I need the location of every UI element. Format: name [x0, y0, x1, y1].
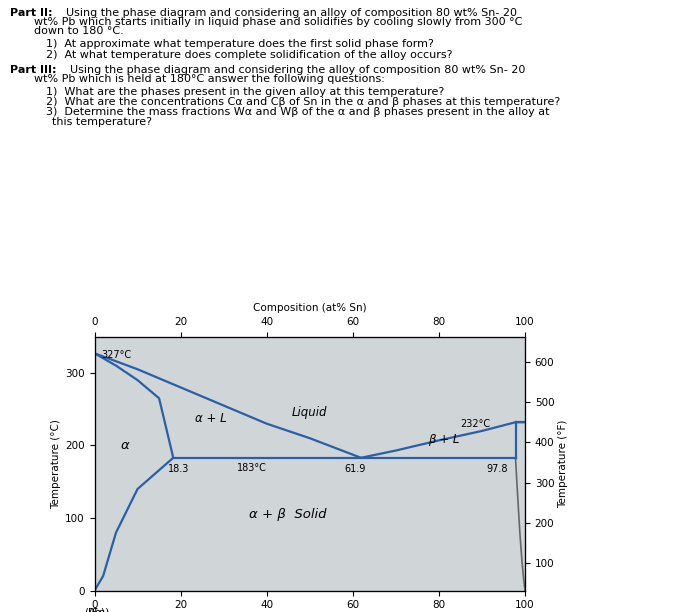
Text: Using the phase diagram and considering an alloy of composition 80 wt% Sn- 20: Using the phase diagram and considering …: [66, 8, 517, 18]
Text: wt% Pb which is held at 180°C answer the following questions:: wt% Pb which is held at 180°C answer the…: [34, 73, 384, 84]
Text: Part III:: Part III:: [10, 64, 57, 75]
X-axis label: Composition (at% Sn): Composition (at% Sn): [253, 304, 367, 313]
Y-axis label: Temperature (°C): Temperature (°C): [51, 419, 61, 509]
Text: 232°C: 232°C: [461, 419, 491, 428]
Y-axis label: Temperature (°F): Temperature (°F): [559, 419, 568, 508]
Text: (Pb): (Pb): [84, 608, 105, 612]
Text: Using the phase diagram and considering the alloy of composition 80 wt% Sn- 20: Using the phase diagram and considering …: [70, 64, 526, 75]
Text: Part II:: Part II:: [10, 8, 53, 18]
Text: 61.9: 61.9: [344, 465, 365, 474]
Text: 97.8: 97.8: [486, 465, 507, 474]
Text: 1)  At approximate what temperature does the first solid phase form?: 1) At approximate what temperature does …: [46, 39, 433, 49]
Text: β + L: β + L: [428, 433, 459, 446]
Text: wt% Pb which starts initially in liquid phase and solidifies by cooling slowly f: wt% Pb which starts initially in liquid …: [34, 17, 522, 27]
Text: 2)  At what temperature does complete solidification of the alloy occurs?: 2) At what temperature does complete sol…: [46, 50, 452, 59]
Text: 3)  Determine the mass fractions Wα and Wβ of the α and β phases present in the : 3) Determine the mass fractions Wα and W…: [46, 108, 549, 118]
Text: 327°C: 327°C: [101, 349, 131, 360]
Text: 183°C: 183°C: [237, 463, 267, 473]
Text: 18.3: 18.3: [168, 465, 189, 474]
Text: 1)  What are the phases present in the given alloy at this temperature?: 1) What are the phases present in the gi…: [46, 86, 444, 97]
Text: α: α: [120, 439, 129, 452]
Text: down to 180 °C.: down to 180 °C.: [34, 26, 123, 36]
Text: α + β  Solid: α + β Solid: [249, 508, 327, 521]
Text: (Sn): (Sn): [88, 608, 109, 612]
Text: 2)  What are the concentrations Cα and Cβ of Sn in the α and β phases at this te: 2) What are the concentrations Cα and Cβ…: [46, 97, 560, 107]
Text: this temperature?: this temperature?: [52, 116, 153, 127]
Text: Liquid: Liquid: [292, 406, 328, 419]
Text: α + L: α + L: [195, 412, 227, 425]
